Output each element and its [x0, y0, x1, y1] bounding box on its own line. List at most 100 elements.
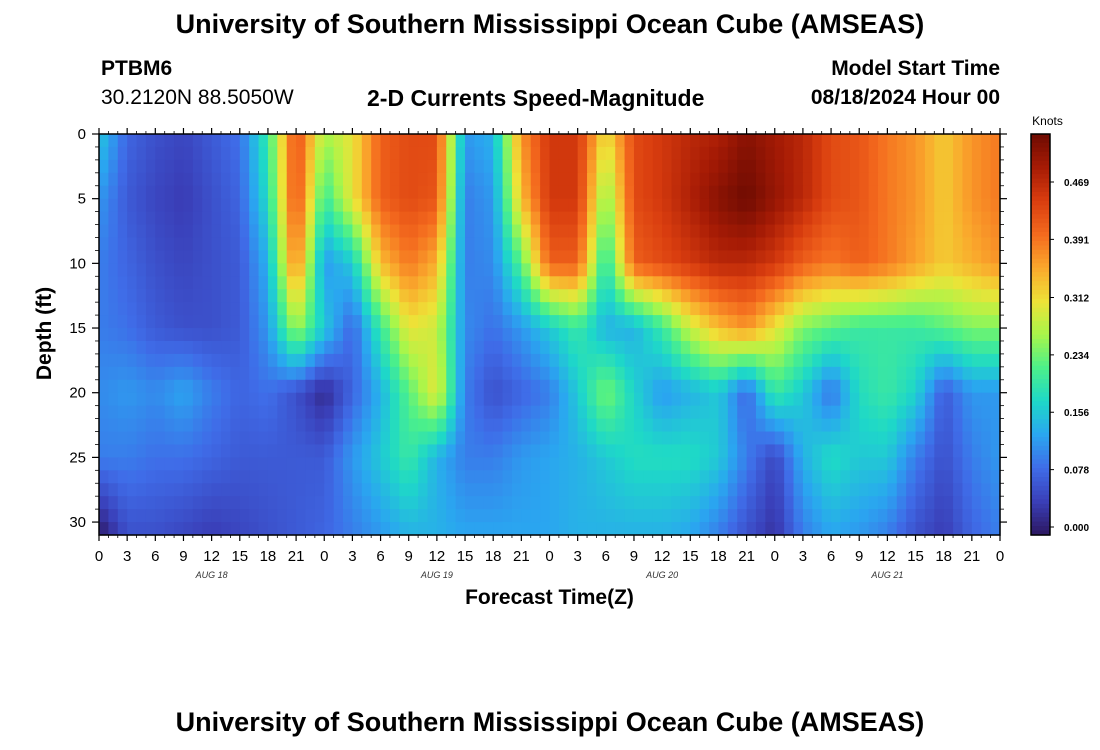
heatmap-cell — [549, 328, 560, 342]
heatmap-cell — [192, 315, 203, 329]
heatmap-cell — [680, 159, 691, 174]
heatmap-cell — [239, 444, 250, 458]
heatmap-cell — [793, 392, 804, 407]
heatmap-cell — [924, 496, 935, 510]
heatmap-cell — [483, 198, 494, 213]
heatmap-cell — [859, 392, 870, 407]
heatmap-cell — [202, 340, 213, 355]
heatmap-cell — [399, 224, 410, 239]
heatmap-cell — [793, 328, 804, 342]
heatmap-cell — [906, 224, 917, 239]
heatmap-cell — [249, 457, 260, 471]
heatmap-cell — [502, 146, 513, 161]
heatmap-cell — [680, 211, 691, 226]
heatmap-cell — [549, 237, 560, 252]
heatmap-cell — [887, 250, 898, 264]
heatmap-cell — [493, 146, 504, 161]
heatmap-cell — [371, 289, 382, 303]
heatmap-cell — [389, 444, 400, 458]
heatmap-cell — [455, 418, 466, 433]
heatmap-cell — [849, 418, 860, 433]
heatmap-cell — [774, 405, 785, 420]
heatmap-cell — [652, 444, 663, 458]
heatmap-cell — [680, 172, 691, 187]
heatmap-cell — [990, 315, 1001, 329]
heatmap-cell — [690, 470, 701, 484]
heatmap-cell — [267, 496, 278, 510]
heatmap-cell — [249, 366, 260, 381]
axis-ticks — [92, 128, 1007, 541]
heatmap-cell — [596, 522, 607, 536]
colorbar-swatch — [1031, 423, 1050, 429]
heatmap-cell — [784, 134, 795, 148]
heatmap-cell — [446, 340, 457, 355]
heatmap-cell — [418, 302, 429, 316]
heatmap-cell — [831, 237, 842, 252]
heatmap-cell — [314, 237, 325, 252]
heatmap-cell — [540, 522, 551, 536]
heatmap-cell — [249, 379, 260, 394]
heatmap-cell — [221, 198, 231, 213]
heatmap-cell — [343, 366, 354, 381]
heatmap-cell — [633, 224, 644, 239]
heatmap-cell — [418, 522, 429, 536]
heatmap-cell — [859, 263, 870, 277]
heatmap-cell — [258, 431, 269, 446]
heatmap-cell — [765, 172, 776, 187]
heatmap-cell — [136, 340, 147, 355]
heatmap-cell — [361, 302, 372, 316]
heatmap-cell — [962, 340, 973, 355]
heatmap-cell — [699, 405, 710, 420]
heatmap-cell — [249, 496, 260, 510]
heatmap-cell — [784, 444, 795, 458]
heatmap-cell — [427, 185, 438, 200]
heatmap-cell — [202, 431, 213, 446]
x-tick-label: 3 — [799, 548, 807, 565]
heatmap-cell — [221, 172, 231, 187]
heatmap-cell — [333, 159, 344, 174]
heatmap-cell — [249, 353, 260, 368]
heatmap-cell — [380, 392, 391, 407]
heatmap-cell — [127, 366, 138, 381]
heatmap-cell — [333, 315, 344, 329]
heatmap-cell — [662, 405, 673, 420]
heatmap-cell — [953, 340, 964, 355]
heatmap-cell — [249, 289, 260, 303]
heatmap-cell — [812, 496, 823, 510]
heatmap-cell — [662, 302, 673, 316]
heatmap-cell — [849, 146, 860, 161]
heatmap-cell — [915, 340, 926, 355]
heatmap-cell — [305, 328, 316, 342]
heatmap-cell — [521, 418, 532, 433]
heatmap-cell — [455, 405, 466, 420]
heatmap-cell — [483, 379, 494, 394]
heatmap-cell — [690, 405, 701, 420]
heatmap-cell — [117, 276, 128, 290]
heatmap-cell — [840, 237, 851, 252]
heatmap-cells — [99, 134, 1001, 536]
heatmap-cell — [784, 379, 795, 394]
heatmap-cell — [164, 522, 175, 536]
heatmap-cell — [558, 392, 569, 407]
heatmap-cell — [924, 198, 935, 213]
heatmap-cell — [239, 159, 250, 174]
heatmap-cell — [990, 159, 1001, 174]
heatmap-cell — [596, 366, 607, 381]
heatmap-cell — [793, 509, 804, 523]
heatmap-cell — [953, 509, 964, 523]
heatmap-cell — [746, 496, 757, 510]
heatmap-cell — [671, 276, 682, 290]
heatmap-cell — [502, 483, 513, 497]
heatmap-cell — [953, 134, 964, 148]
heatmap-cell — [784, 315, 795, 329]
heatmap-cell — [211, 509, 222, 523]
heatmap-cell — [352, 470, 363, 484]
heatmap-cell — [145, 509, 156, 523]
heatmap-cell — [380, 172, 391, 187]
heatmap-cell — [155, 509, 166, 523]
heatmap-cell — [314, 353, 325, 368]
heatmap-cell — [568, 379, 579, 394]
heatmap-cell — [868, 340, 879, 355]
heatmap-cell — [230, 328, 241, 342]
heatmap-cell — [117, 509, 128, 523]
